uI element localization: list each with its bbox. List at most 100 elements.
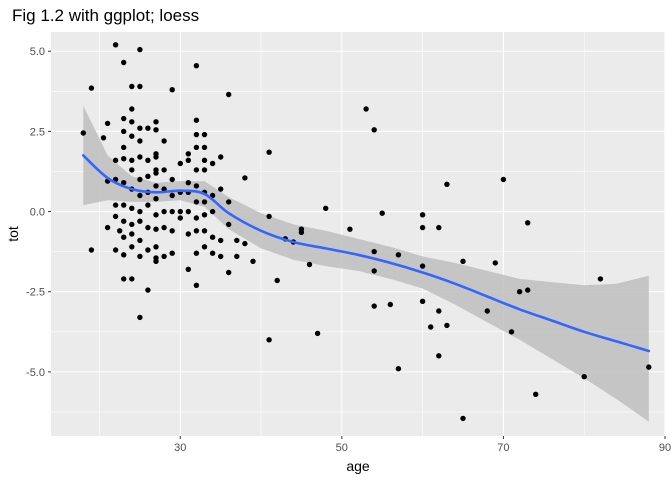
data-point <box>129 119 135 125</box>
data-point <box>153 119 159 125</box>
data-point <box>371 248 377 255</box>
x-axis-tick-labels: 30 50 70 90 <box>174 442 671 454</box>
data-point <box>428 324 434 330</box>
data-point <box>145 202 151 208</box>
data-point <box>112 42 119 48</box>
data-point <box>153 127 159 133</box>
data-point <box>371 303 377 309</box>
data-point <box>169 228 175 234</box>
smooth-line-layer <box>82 154 651 353</box>
x-tick-label: 90 <box>659 442 671 454</box>
data-point <box>298 229 305 236</box>
data-point <box>201 212 208 218</box>
data-point <box>201 144 208 151</box>
data-point <box>484 308 490 314</box>
data-point <box>492 260 498 266</box>
data-point <box>137 192 143 199</box>
data-point <box>137 125 143 131</box>
data-point <box>185 231 191 237</box>
data-point <box>137 237 143 244</box>
data-point <box>436 353 442 359</box>
data-point <box>201 228 208 234</box>
y-tick-label: -2.5 <box>26 287 45 299</box>
data-point <box>371 268 377 274</box>
y-tick-label: -5.0 <box>26 367 45 379</box>
data-point <box>137 253 143 260</box>
chart-title: Fig 1.2 with ggplot; loess <box>12 6 199 25</box>
data-point <box>201 244 208 250</box>
data-point <box>153 226 159 232</box>
data-point <box>104 120 111 127</box>
data-point <box>201 199 208 205</box>
data-point <box>209 234 216 240</box>
data-point <box>185 208 191 215</box>
data-point <box>226 221 232 228</box>
data-points <box>80 42 652 422</box>
data-point <box>129 167 135 173</box>
data-point <box>314 330 321 337</box>
minor-gridlines <box>51 32 665 436</box>
data-point <box>419 212 426 218</box>
data-point <box>525 220 531 226</box>
data-point <box>193 228 200 234</box>
data-point <box>153 183 159 189</box>
data-point <box>395 252 402 258</box>
data-point <box>112 247 119 253</box>
data-point <box>145 224 151 231</box>
data-point <box>153 170 159 176</box>
data-point <box>209 160 216 167</box>
data-point <box>129 205 135 211</box>
data-point <box>161 186 167 192</box>
data-point <box>193 199 200 205</box>
data-point <box>387 301 393 308</box>
data-point <box>137 46 143 53</box>
x-tick-label: 70 <box>497 442 509 454</box>
data-point <box>137 83 143 90</box>
data-point <box>444 322 450 329</box>
data-point <box>323 205 329 211</box>
data-point <box>185 180 191 186</box>
data-point <box>169 250 175 256</box>
data-point <box>177 215 183 221</box>
data-point <box>161 224 167 231</box>
data-point <box>193 250 200 256</box>
data-point <box>218 237 224 244</box>
data-point <box>161 208 167 215</box>
data-point <box>193 144 200 151</box>
data-point <box>121 115 127 122</box>
data-point <box>193 282 200 288</box>
data-point <box>129 244 135 250</box>
data-point <box>581 374 587 380</box>
data-point <box>177 208 183 215</box>
data-point <box>137 314 143 321</box>
data-point <box>153 212 159 218</box>
data-point <box>193 167 200 173</box>
data-point <box>419 224 426 231</box>
data-point <box>201 167 208 173</box>
data-point <box>145 157 151 163</box>
data-point <box>129 276 135 282</box>
data-point <box>226 91 232 98</box>
data-point <box>363 106 369 112</box>
data-point <box>597 276 604 282</box>
data-point <box>169 87 175 93</box>
data-point <box>153 258 159 264</box>
data-point <box>145 173 151 179</box>
data-point <box>161 253 167 260</box>
data-point <box>508 329 515 335</box>
data-point <box>161 138 167 144</box>
data-point <box>371 127 377 133</box>
data-point <box>88 85 95 91</box>
data-point <box>436 308 442 314</box>
data-point <box>121 276 127 282</box>
data-point <box>137 154 143 160</box>
plot-panel <box>51 32 665 436</box>
data-point <box>193 62 200 69</box>
y-axis-tick-labels: 5.0 2.5 0.0 -2.5 -5.0 <box>26 46 45 379</box>
data-point <box>209 250 216 256</box>
data-point <box>121 128 127 135</box>
data-point <box>419 298 426 304</box>
smooth-line <box>82 154 651 353</box>
data-point <box>185 151 191 157</box>
data-point <box>153 154 159 160</box>
